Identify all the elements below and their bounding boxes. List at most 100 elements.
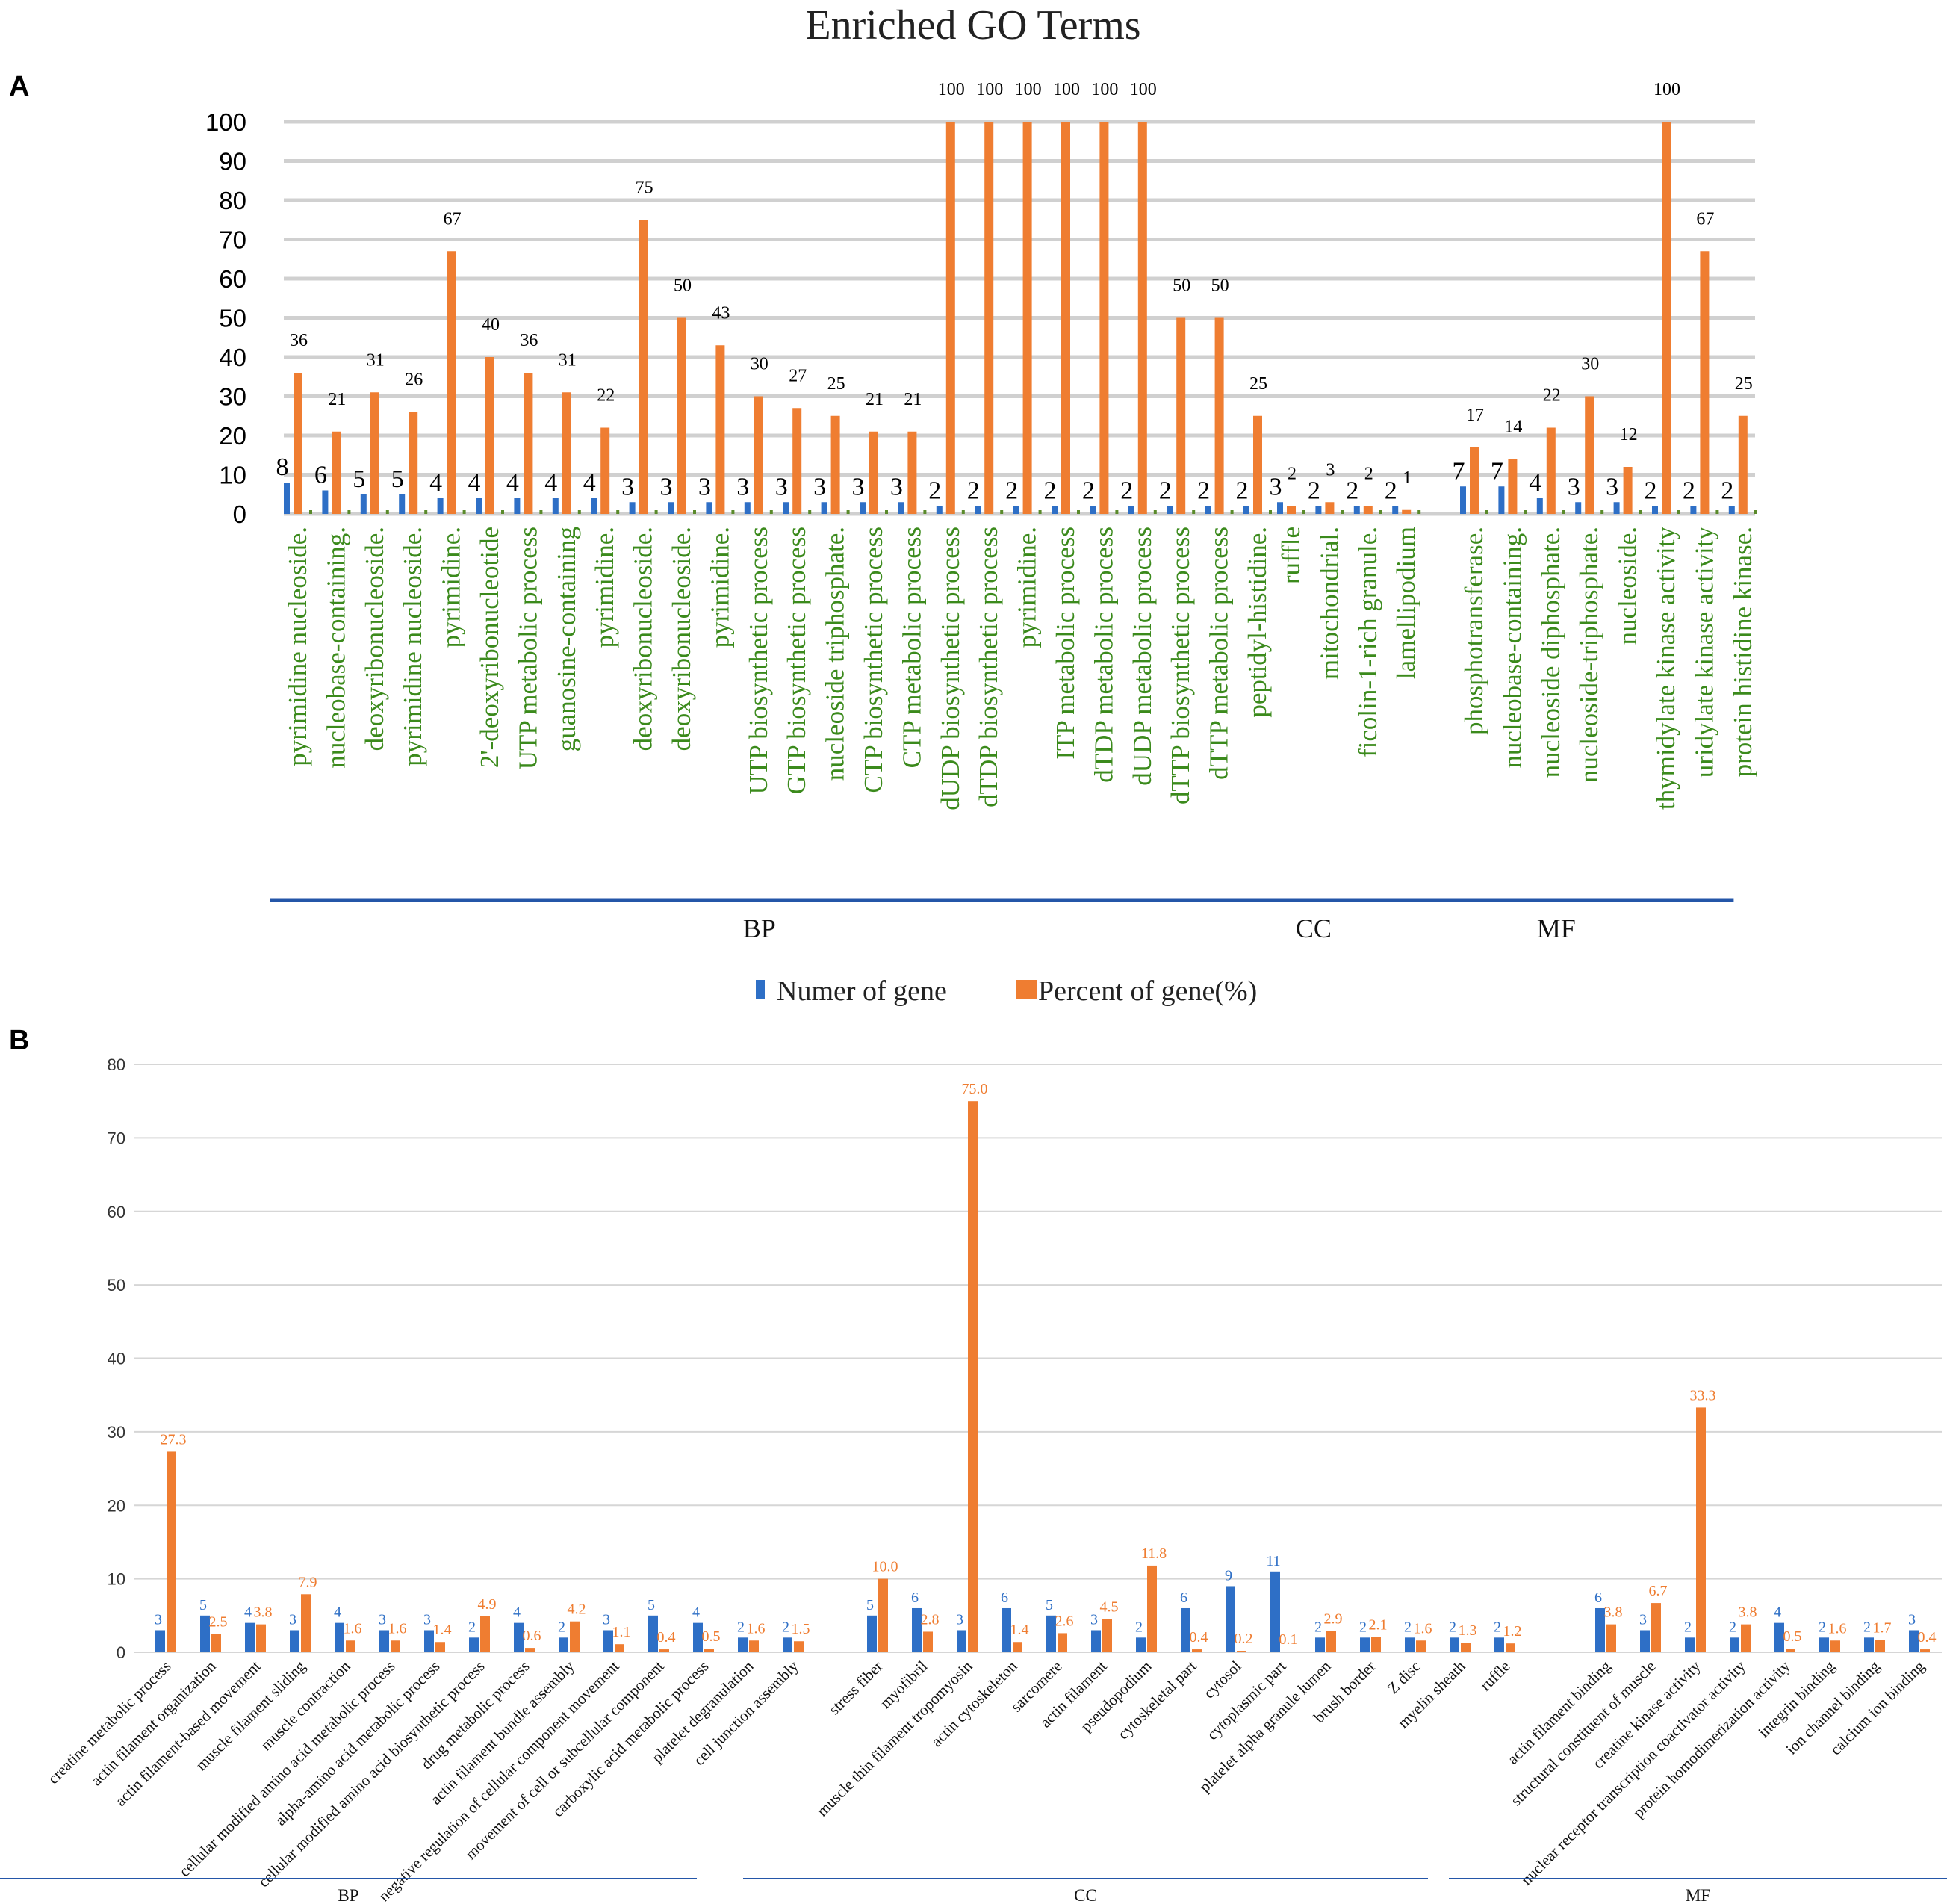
bar-marker-a [808,510,812,514]
bar-num-gene-a [1690,506,1697,514]
bar-pct-gene-b [1696,1407,1706,1652]
data-label-percent-a: 22 [1543,386,1561,406]
data-label-count-a: 2 [1044,477,1057,505]
bar-num-gene-a [1460,486,1466,514]
data-label-percent-a: 100 [1053,80,1080,99]
data-label-count-a: 2 [928,477,941,505]
data-label-percent-b: 1.6 [344,1620,362,1637]
category-label-b: Z disc [1384,1658,1424,1698]
bar-pct-gene-a [830,415,840,514]
data-label-percent-a: 50 [1173,276,1190,296]
bar-pct-gene-a [1022,122,1032,514]
bar-num-gene-a [1277,502,1283,514]
bar-pct-gene-a [524,373,533,514]
data-label-count-a: 8 [276,453,289,481]
bar-pct-gene-a [1470,447,1479,514]
bar-pct-gene-a [1325,502,1335,514]
bar-num-gene-a [322,490,329,514]
data-label-percent-b: 33.3 [1690,1387,1716,1404]
bar-pct-gene-b [1461,1643,1471,1652]
bar-num-gene-b [783,1637,792,1652]
bar-pct-gene-b [301,1594,311,1652]
data-label-percent-a: 30 [1581,355,1599,374]
bar-marker-a [501,510,504,514]
bar-num-gene-b [867,1615,877,1652]
data-label-count-a: 3 [852,473,865,500]
bar-marker-a [731,510,735,514]
bar-num-gene-a [514,498,521,514]
data-label-percent-a: 50 [674,276,692,296]
bar-num-gene-b [1640,1630,1650,1652]
group-label-a: BP [743,914,776,943]
data-label-percent-a: 100 [1653,80,1680,99]
data-label-percent-b: 1.3 [1459,1622,1477,1639]
category-label-a: protein histidine kinase. [1728,527,1757,777]
bar-marker-a [1677,510,1680,514]
bar-num-gene-a [783,502,789,514]
data-label-count-a: 4 [583,469,596,497]
bar-pct-gene-a [1585,396,1594,514]
bar-marker-a [1341,510,1344,514]
data-label-count-a: 2 [1385,477,1397,505]
data-label-percent-b: 2.8 [921,1611,940,1628]
bar-num-gene-b [379,1630,389,1652]
bar-pct-gene-b [1237,1651,1246,1652]
bar-num-gene-b [693,1622,703,1652]
data-label-count-b: 3 [1639,1611,1647,1628]
bar-marker-a [539,510,543,514]
data-label-percent-b: 1.1 [612,1624,631,1640]
category-label-a: nucleoside triphosphate. [821,527,850,781]
bar-num-gene-b [1405,1637,1415,1652]
legend-num-label: Numer of gene [777,976,947,1007]
bar-num-gene-b [1181,1607,1190,1652]
y-tick-label-b: 50 [108,1276,125,1294]
bar-num-gene-a [860,502,866,514]
bar-num-gene-a [552,498,559,514]
category-label-a: ruffle [1276,527,1305,584]
bar-num-gene-a [629,502,636,514]
bar-pct-gene-b [704,1649,714,1652]
data-label-count-b: 2 [1314,1619,1322,1635]
bar-num-gene-a [1728,506,1735,514]
bar-pct-gene-a [1099,122,1109,514]
data-label-percent-a: 30 [751,355,768,374]
category-label-a: mitochondrial. [1314,527,1344,680]
bar-marker-a [1153,510,1157,514]
bar-num-gene-a [1498,486,1505,514]
data-label-count-b: 5 [1046,1597,1053,1613]
data-label-count-a: 5 [391,465,404,493]
bar-marker-a [1269,510,1272,514]
bar-num-gene-b [603,1630,613,1652]
data-label-count-b: 3 [155,1611,162,1628]
bar-pct-gene-a [1662,122,1671,514]
category-label-a: dUDP metabolic process [1128,527,1157,786]
bar-pct-gene-b [1786,1649,1795,1652]
bar-pct-gene-b [615,1644,624,1652]
bar-num-gene-b [912,1607,922,1652]
y-tick-label-a: 20 [219,422,246,450]
bar-pct-gene-b [1102,1619,1112,1652]
category-label-a: phosphotransferase. [1459,527,1488,735]
category-label-a: deoxyribonucleoside. [360,527,389,751]
data-label-percent-b: 0.4 [657,1629,676,1646]
data-label-percent-b: 0.6 [523,1628,541,1644]
data-label-percent-b: 1.6 [1828,1620,1847,1637]
data-label-percent-a: 31 [559,350,577,370]
bar-pct-gene-b [968,1101,978,1652]
group-label-a: CC [1296,914,1332,943]
data-label-percent-b: 11.8 [1141,1545,1167,1562]
y-tick-label-a: 60 [219,265,246,293]
data-label-percent-b: 0.4 [1190,1629,1208,1646]
bar-pct-gene-b [1147,1565,1157,1652]
data-label-count-a: 3 [813,473,826,500]
bar-num-gene-b [200,1615,210,1652]
data-label-count-a: 2 [967,477,980,505]
data-label-percent-a: 3 [1326,460,1335,480]
category-label-a: GTP biosynthetic process [782,527,811,794]
bar-num-gene-b [1864,1637,1874,1652]
bar-pct-gene-b [525,1648,535,1652]
bar-num-gene-b [1136,1637,1146,1652]
category-label-a: dTTP biosynthetic process [1166,527,1195,804]
data-label-percent-b: 0.5 [1783,1628,1802,1645]
bar-num-gene-a [1167,506,1173,514]
